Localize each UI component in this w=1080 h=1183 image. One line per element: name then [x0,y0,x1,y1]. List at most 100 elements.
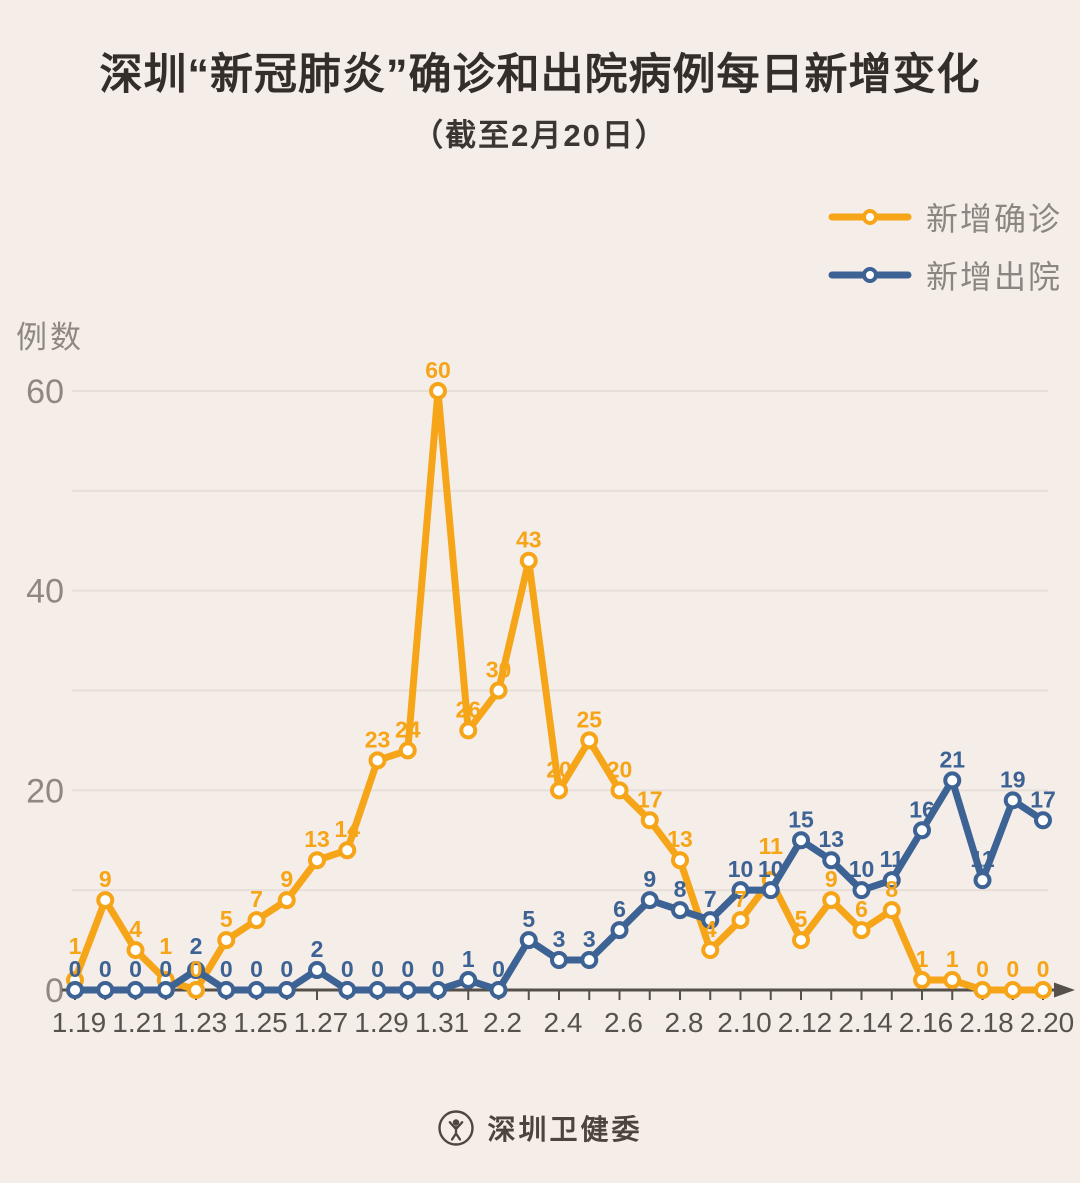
confirmed-value-label: 9 [280,866,293,892]
confirmed-marker [459,721,478,740]
confirmed-value-label: 4 [129,916,142,942]
confirmed-marker [96,891,115,910]
confirmed-value-label: 8 [885,876,898,902]
x-tick-label: 1.23 [173,1007,228,1038]
confirmed-value-label: 0 [190,956,203,982]
y-tick-label: 40 [26,573,64,611]
confirmed-marker [550,781,568,800]
discharged-value-label: 0 [159,956,172,982]
x-axis-arrow-icon [1054,982,1075,998]
confirmed-marker [852,921,871,940]
confirmed-value-label: 9 [99,866,112,892]
discharged-value-label: 17 [1030,786,1056,812]
discharged-value-label: 21 [939,746,965,772]
confirmed-value-label: 1 [916,946,929,972]
x-tick-label: 2.4 [544,1007,583,1038]
confirmed-value-label: 13 [304,826,330,852]
x-tick-label: 1.31 [415,1007,470,1038]
discharged-value-label: 0 [371,956,384,982]
confirmed-marker [308,851,326,870]
discharged-marker [489,981,508,999]
discharged-marker [731,881,750,900]
x-tick-label: 2.18 [959,1007,1014,1038]
x-tick-label: 1.27 [294,1007,349,1038]
discharged-value-label: 0 [492,956,505,982]
discharged-value-label: 8 [674,876,687,902]
discharged-marker [308,961,326,980]
discharged-marker [338,981,357,999]
confirmed-value-label: 24 [395,716,421,742]
discharged-value-label: 0 [99,956,112,982]
confirmed-value-label: 6 [855,896,868,922]
legend-label-confirmed: 新增确诊 [925,201,1062,237]
y-tick-label: 0 [45,972,64,1010]
discharged-value-label: 11 [970,846,995,872]
confirmed-marker [247,911,266,930]
discharged-value-label: 0 [250,956,263,982]
discharged-value-label: 0 [69,956,82,982]
confirmed-value-label: 1 [946,946,959,972]
discharged-value-label: 5 [522,906,535,932]
x-tick-label: 2.20 [1020,1007,1075,1038]
x-tick-label: 2.6 [604,1007,643,1038]
discharged-value-label: 2 [311,936,324,962]
confirmed-value-label: 20 [546,756,572,782]
confirmed-marker [398,741,417,760]
confirmed-value-label: 7 [734,886,747,912]
discharged-marker [126,981,145,999]
legend-item-discharged: 新增出院 [828,252,1062,298]
discharged-marker [368,981,387,999]
page-subtitle: （截至2月20日） [412,117,668,153]
confirmed-value-label: 0 [1037,956,1050,982]
x-tick-label: 2.8 [665,1007,704,1038]
discharged-value-label: 6 [613,896,626,922]
confirmed-value-label: 30 [486,657,512,683]
confirmed-marker [610,781,629,800]
discharged-marker [550,951,568,970]
discharged-value-label: 0 [129,956,142,982]
confirmed-value-label: 0 [976,956,989,982]
x-tick-label: 1.29 [354,1007,409,1038]
discharged-marker [701,911,720,930]
x-tick-label: 1.19 [52,1007,107,1038]
confirmed-marker [640,811,659,830]
discharged-value-label: 10 [849,856,875,882]
discharged-value-label: 11 [880,846,905,872]
confirmed-marker [368,751,387,770]
confirmed-value-label: 1 [69,933,82,959]
confirmed-value-label: 14 [334,816,360,842]
discharged-value-label: 19 [1000,766,1026,792]
confirmed-marker [701,941,720,960]
x-tick-label: 2.14 [838,1007,893,1038]
y-axis-unit-label: 例数 [16,320,84,355]
discharged-value-label: 0 [341,956,354,982]
discharged-value-label: 15 [788,806,814,832]
discharged-marker [217,981,236,999]
confirmed-value-label: 26 [455,696,481,722]
discharged-marker [913,821,931,840]
legend: 新增确诊 新增出院 [828,194,1062,298]
confirmed-marker [217,931,236,950]
x-tick-label: 2.16 [899,1007,954,1038]
legend-label-discharged: 新增出院 [925,259,1062,295]
confirmed-marker [822,891,841,910]
x-tick-label: 1.21 [112,1007,167,1038]
page-title: 深圳“新冠肺炎”确诊和出院病例每日新增变化 [99,51,981,99]
discharged-marker [822,851,841,870]
discharged-marker [610,921,629,940]
confirmed-marker [277,891,296,910]
confirmed-value-label: 13 [667,826,693,852]
discharged-value-label: 10 [728,856,754,882]
discharged-marker [398,981,417,999]
confirmed-marker [1034,981,1052,999]
confirmed-value-label: 9 [825,866,838,892]
confirmed-value-label: 0 [1006,956,1019,982]
confirmed-marker [671,851,689,870]
discharged-value-label: 3 [583,926,596,952]
confirmed-value-label: 5 [795,906,808,932]
discharged-marker [973,871,992,890]
confirmed-marker [580,731,599,750]
discharged-marker [247,981,266,999]
